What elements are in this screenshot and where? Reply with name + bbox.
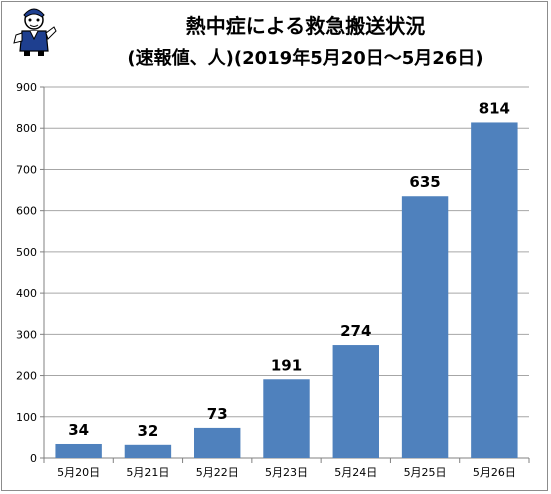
data-label: 814 — [479, 99, 510, 117]
data-label: 274 — [340, 322, 371, 340]
chart-title: 熱中症による救急搬送状況 — [185, 14, 426, 38]
bar — [332, 345, 379, 458]
y-tick-label: 200 — [16, 370, 37, 383]
data-label: 191 — [271, 356, 302, 374]
y-tick-label: 100 — [16, 411, 37, 424]
x-tick-label: 5月22日 — [196, 466, 239, 479]
bar — [263, 379, 310, 458]
x-tick-label: 5月21日 — [126, 466, 169, 479]
x-tick-label: 5月25日 — [404, 466, 447, 479]
x-tick-label: 5月24日 — [334, 466, 377, 479]
y-tick-label: 700 — [16, 163, 37, 176]
y-tick-label: 900 — [16, 81, 37, 94]
x-tick-label: 5月23日 — [265, 466, 308, 479]
y-tick-label: 500 — [16, 246, 37, 259]
x-tick-label: 5月20日 — [57, 466, 100, 479]
data-label: 32 — [137, 422, 158, 440]
bar — [124, 444, 172, 458]
y-tick-label: 400 — [16, 287, 37, 300]
mascot-logo — [13, 8, 57, 56]
y-tick-label: 600 — [16, 205, 37, 218]
x-tick-label: 5月26日 — [473, 466, 516, 479]
y-tick-label: 800 — [16, 122, 37, 135]
bar — [55, 443, 102, 458]
data-label: 73 — [207, 405, 228, 423]
y-tick-label: 0 — [30, 452, 37, 465]
y-tick-label: 300 — [16, 328, 37, 341]
bar — [471, 122, 518, 458]
bar — [401, 196, 449, 458]
data-label: 34 — [68, 421, 89, 439]
bar — [194, 427, 241, 458]
data-label: 635 — [409, 173, 440, 191]
chart-subtitle: (速報値、人)(2019年5月20日～5月26日) — [127, 48, 484, 69]
